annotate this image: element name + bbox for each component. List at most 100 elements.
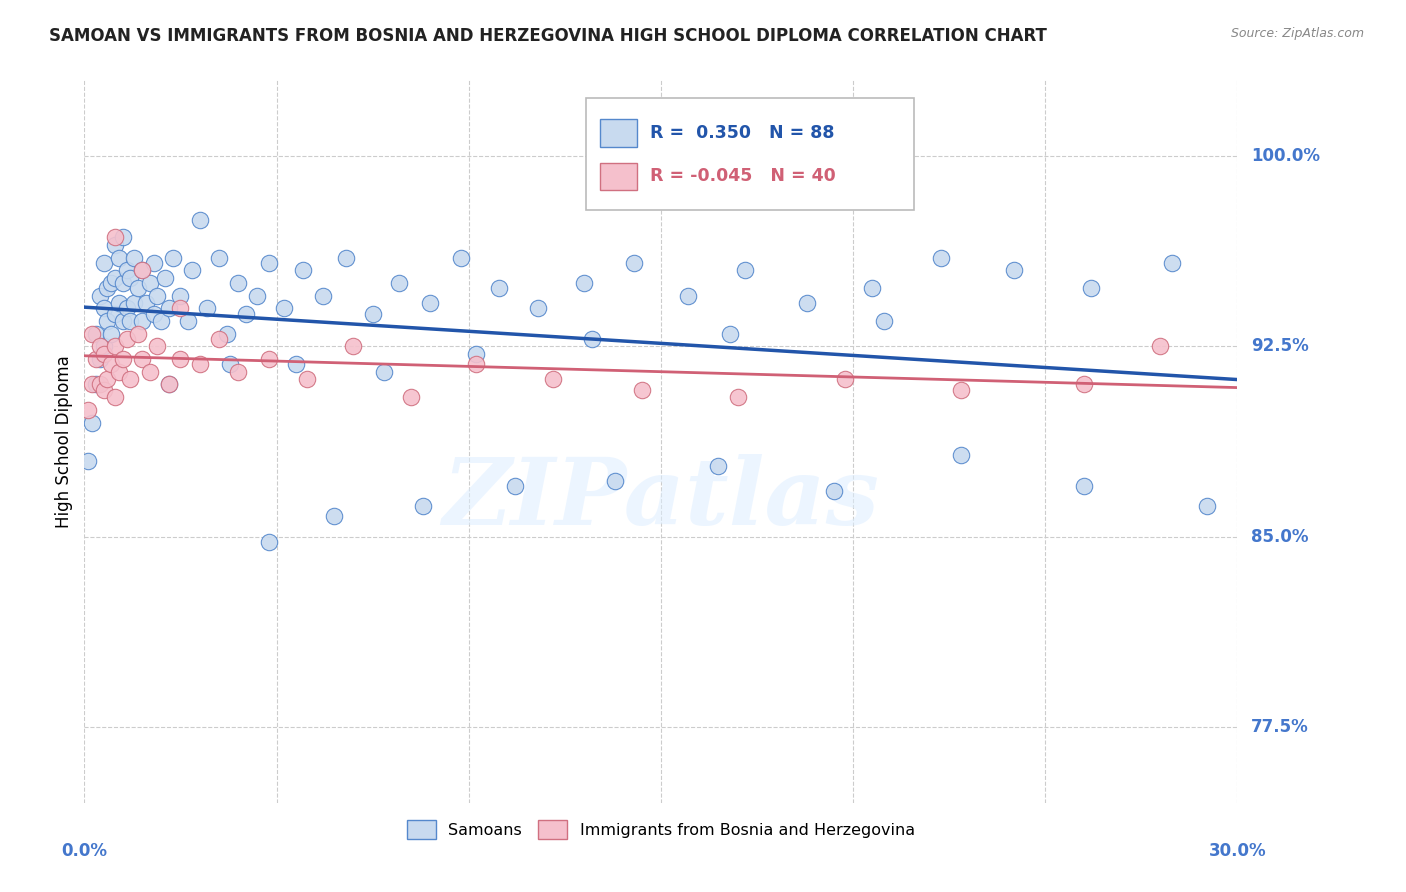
Point bbox=[96, 372, 118, 386]
Point bbox=[503, 479, 526, 493]
Point bbox=[823, 483, 845, 498]
Point bbox=[142, 306, 165, 320]
Point bbox=[157, 377, 180, 392]
Point bbox=[1195, 499, 1218, 513]
Point bbox=[450, 251, 472, 265]
Point bbox=[146, 339, 169, 353]
Point bbox=[77, 402, 100, 417]
Point bbox=[131, 263, 153, 277]
Point bbox=[527, 301, 550, 316]
Text: 0.0%: 0.0% bbox=[62, 842, 107, 860]
Point bbox=[488, 281, 510, 295]
Point bbox=[188, 357, 211, 371]
Point bbox=[257, 352, 280, 367]
Point bbox=[115, 301, 138, 316]
Point bbox=[89, 339, 111, 353]
Point bbox=[388, 276, 411, 290]
Point bbox=[208, 251, 231, 265]
Point bbox=[100, 357, 122, 371]
Point bbox=[111, 276, 134, 290]
Point bbox=[138, 365, 160, 379]
Text: Source: ZipAtlas.com: Source: ZipAtlas.com bbox=[1230, 27, 1364, 40]
Point bbox=[1161, 256, 1184, 270]
Point bbox=[104, 390, 127, 404]
Point bbox=[1073, 377, 1095, 392]
Text: SAMOAN VS IMMIGRANTS FROM BOSNIA AND HERZEGOVINA HIGH SCHOOL DIPLOMA CORRELATION: SAMOAN VS IMMIGRANTS FROM BOSNIA AND HER… bbox=[49, 27, 1047, 45]
Point bbox=[142, 256, 165, 270]
Point bbox=[108, 296, 131, 310]
Point bbox=[188, 212, 211, 227]
Point bbox=[120, 372, 142, 386]
Point bbox=[292, 263, 315, 277]
Text: 100.0%: 100.0% bbox=[1251, 147, 1320, 165]
Point bbox=[1080, 281, 1102, 295]
Point bbox=[80, 377, 103, 392]
Point bbox=[257, 534, 280, 549]
Point bbox=[541, 372, 564, 386]
Point bbox=[581, 332, 603, 346]
Point bbox=[89, 289, 111, 303]
Point bbox=[177, 314, 200, 328]
Text: R =  0.350   N = 88: R = 0.350 N = 88 bbox=[651, 124, 835, 142]
Point bbox=[373, 365, 395, 379]
Point bbox=[104, 271, 127, 285]
Point bbox=[284, 357, 307, 371]
Point bbox=[169, 352, 191, 367]
Text: 85.0%: 85.0% bbox=[1251, 527, 1309, 546]
Point bbox=[115, 332, 138, 346]
Point bbox=[104, 339, 127, 353]
Point bbox=[412, 499, 434, 513]
Point bbox=[100, 276, 122, 290]
Point bbox=[873, 314, 896, 328]
Point bbox=[727, 390, 749, 404]
Text: 92.5%: 92.5% bbox=[1251, 337, 1309, 356]
Point bbox=[96, 314, 118, 328]
Point bbox=[93, 383, 115, 397]
Point bbox=[949, 383, 972, 397]
Point bbox=[273, 301, 295, 316]
Point bbox=[215, 326, 238, 341]
Point bbox=[208, 332, 231, 346]
Point bbox=[257, 256, 280, 270]
Point bbox=[127, 326, 149, 341]
Point bbox=[676, 289, 699, 303]
Point bbox=[342, 339, 364, 353]
Point bbox=[796, 296, 818, 310]
Point bbox=[1149, 339, 1171, 353]
Point bbox=[834, 372, 856, 386]
Point bbox=[235, 306, 257, 320]
Point bbox=[120, 314, 142, 328]
Point bbox=[100, 326, 122, 341]
Point bbox=[169, 289, 191, 303]
Point bbox=[603, 474, 626, 488]
Point bbox=[623, 256, 645, 270]
Point bbox=[1073, 479, 1095, 493]
Point bbox=[157, 377, 180, 392]
Point bbox=[89, 352, 111, 367]
Point bbox=[124, 251, 146, 265]
FancyBboxPatch shape bbox=[600, 120, 637, 147]
Text: 77.5%: 77.5% bbox=[1251, 718, 1309, 736]
Point bbox=[162, 251, 184, 265]
Point bbox=[146, 289, 169, 303]
Point bbox=[707, 458, 730, 473]
Point bbox=[120, 271, 142, 285]
Point bbox=[246, 289, 269, 303]
Point bbox=[108, 365, 131, 379]
Point bbox=[335, 251, 357, 265]
Point bbox=[138, 276, 160, 290]
Point bbox=[153, 271, 176, 285]
Point bbox=[104, 230, 127, 244]
Point bbox=[181, 263, 204, 277]
Point bbox=[419, 296, 441, 310]
Point bbox=[80, 416, 103, 430]
Point bbox=[111, 314, 134, 328]
Point bbox=[93, 301, 115, 316]
Text: 30.0%: 30.0% bbox=[1209, 842, 1265, 860]
Point bbox=[96, 281, 118, 295]
Point bbox=[219, 357, 242, 371]
Point bbox=[104, 238, 127, 252]
Point bbox=[323, 509, 346, 524]
Point bbox=[84, 377, 107, 392]
Point bbox=[630, 383, 652, 397]
